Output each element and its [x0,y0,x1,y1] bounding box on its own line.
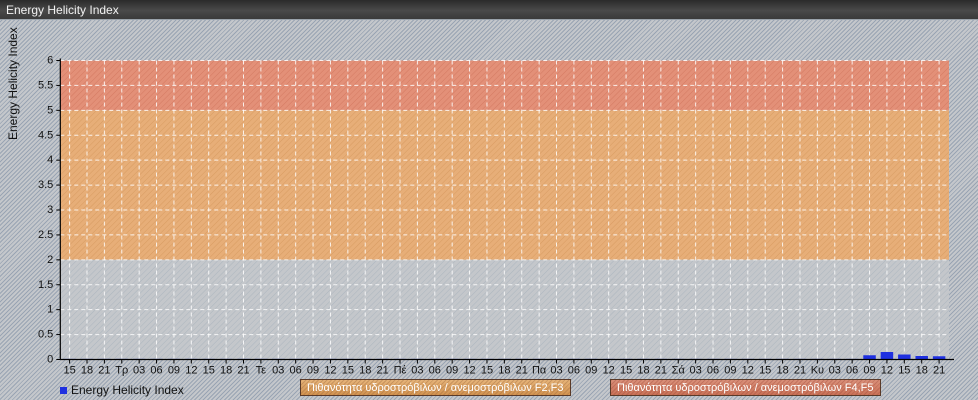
svg-text:Κυ: Κυ [811,365,824,377]
svg-text:03: 03 [272,365,284,377]
svg-text:21: 21 [237,365,249,377]
svg-text:15: 15 [63,365,75,377]
svg-text:18: 18 [220,365,232,377]
svg-text:06: 06 [290,365,302,377]
svg-text:0.5: 0.5 [38,329,53,341]
svg-text:21: 21 [933,365,945,377]
svg-text:06: 06 [150,365,162,377]
svg-text:0: 0 [47,354,53,366]
svg-text:3.5: 3.5 [38,179,53,191]
svg-text:5: 5 [47,104,53,116]
svg-text:18: 18 [81,365,93,377]
svg-text:12: 12 [185,365,197,377]
svg-text:03: 03 [829,365,841,377]
svg-text:Τρ: Τρ [115,365,128,377]
svg-text:18: 18 [916,365,928,377]
svg-text:15: 15 [342,365,354,377]
svg-text:09: 09 [307,365,319,377]
svg-text:Τε: Τε [256,365,267,377]
svg-text:18: 18 [359,365,371,377]
svg-text:21: 21 [98,365,110,377]
svg-text:15: 15 [898,365,910,377]
svg-text:06: 06 [568,365,580,377]
svg-text:06: 06 [707,365,719,377]
svg-text:6: 6 [47,55,53,67]
svg-text:21: 21 [655,365,667,377]
svg-text:12: 12 [324,365,336,377]
svg-text:1.5: 1.5 [38,279,53,291]
svg-text:Πα: Πα [532,365,547,377]
svg-text:03: 03 [690,365,702,377]
svg-text:15: 15 [620,365,632,377]
svg-text:Σά: Σά [672,365,686,377]
svg-text:09: 09 [724,365,736,377]
svg-text:09: 09 [446,365,458,377]
svg-text:09: 09 [863,365,875,377]
svg-text:09: 09 [585,365,597,377]
svg-text:4.5: 4.5 [38,129,53,141]
svg-text:12: 12 [742,365,754,377]
svg-text:18: 18 [637,365,649,377]
svg-text:21: 21 [794,365,806,377]
svg-text:5.5: 5.5 [38,79,53,91]
svg-text:1: 1 [47,304,53,316]
svg-text:03: 03 [133,365,145,377]
svg-text:09: 09 [168,365,180,377]
svg-text:12: 12 [881,365,893,377]
svg-text:12: 12 [463,365,475,377]
svg-text:18: 18 [776,365,788,377]
svg-text:15: 15 [481,365,493,377]
svg-text:4: 4 [47,154,53,166]
svg-text:06: 06 [846,365,858,377]
svg-text:18: 18 [498,365,510,377]
svg-text:15: 15 [203,365,215,377]
svg-text:21: 21 [376,365,388,377]
svg-text:15: 15 [759,365,771,377]
svg-text:Πέ: Πέ [394,365,407,377]
svg-text:2.5: 2.5 [38,229,53,241]
svg-text:12: 12 [603,365,615,377]
svg-text:2: 2 [47,254,53,266]
svg-text:06: 06 [429,365,441,377]
svg-text:21: 21 [516,365,528,377]
svg-text:03: 03 [411,365,423,377]
svg-text:3: 3 [47,204,53,216]
svg-text:03: 03 [550,365,562,377]
